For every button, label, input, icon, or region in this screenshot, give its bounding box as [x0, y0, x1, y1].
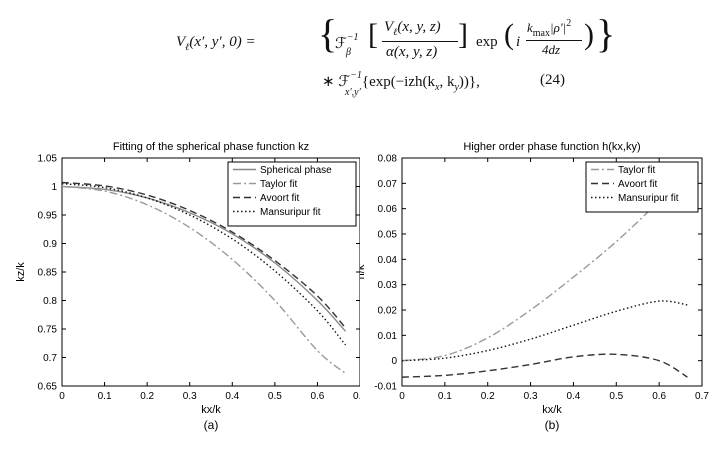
legend-box — [227, 161, 357, 227]
y-tick-label: 0.07 — [378, 179, 398, 190]
series-line-spherical-phase — [62, 185, 347, 332]
y-tick-label: 0.02 — [378, 306, 398, 317]
x-tick-label: 0 — [399, 391, 405, 402]
legend-label: Mansuripur fit — [618, 193, 679, 204]
y-tick-label: 1.05 — [38, 154, 58, 165]
eq-inner-bar — [526, 40, 582, 41]
x-tick-label: 0.6 — [652, 391, 666, 402]
series-line-mansuripur-fit — [62, 182, 347, 346]
legend-label: Mansuripur fit — [260, 207, 321, 218]
x-tick-label: 0.4 — [225, 391, 239, 402]
legend-label: Avoort fit — [260, 193, 299, 204]
x-tick-label: 0.4 — [566, 391, 580, 402]
x-tick-label: 0.5 — [268, 391, 282, 402]
y-tick-label: 0.06 — [378, 204, 398, 215]
series-line-avoort-fit — [402, 353, 688, 378]
eq-frac-num: Vℓ(x, y, z) — [384, 19, 441, 38]
x-tick-label: 0.2 — [481, 391, 495, 402]
legend-label: Avoort fit — [618, 179, 657, 190]
y-tick-label: 0.03 — [378, 280, 398, 291]
legend-label: Spherical phase — [260, 165, 332, 176]
x-tick-label: 0.3 — [524, 391, 538, 402]
y-tick-label: 0.85 — [38, 268, 58, 279]
eq-fourier2-sub: x′,y′ — [345, 87, 361, 98]
eq-number: (24) — [540, 72, 565, 88]
eq-i: i — [516, 34, 521, 50]
series-line-taylor-fit — [62, 185, 346, 375]
panel-label: (a) — [204, 418, 219, 432]
chart-title: Fitting of the spherical phase function … — [113, 141, 309, 153]
x-tick-label: 0 — [59, 391, 65, 402]
y-tick-label: 0.05 — [378, 230, 398, 241]
eq-exp: exp — [476, 34, 498, 50]
y-axis-label: kz/k — [15, 262, 27, 282]
y-tick-label: 0.65 — [38, 382, 58, 393]
eq-open-bracket: [ — [368, 18, 378, 51]
y-tick-label: 0.8 — [43, 296, 57, 307]
eq-open-paren: ( — [504, 18, 514, 51]
series-line-avoort-fit — [62, 181, 347, 329]
panel-label: (b) — [545, 418, 560, 432]
chart-b-higher-order-phase: Higher order phase function h(kx,ky) 0 0.1… — [360, 141, 709, 432]
eq-close-bracket: ] — [458, 18, 468, 51]
x-tick-label: 0.7 — [353, 391, 360, 402]
legend-label: Taylor fit — [618, 165, 655, 176]
eq-frac-den: α(x, y, z) — [386, 44, 438, 60]
legend-box — [585, 161, 699, 213]
eq-open-brace: { — [318, 11, 338, 56]
y-tick-label: 0.7 — [43, 353, 57, 364]
x-tick-label: 0.6 — [310, 391, 324, 402]
x-tick-label: 0.1 — [438, 391, 452, 402]
chart-a-spherical-phase-fit: Fitting of the spherical phase function … — [15, 141, 360, 432]
y-tick-label: 1 — [51, 182, 57, 193]
eq-lhs: Vℓ(x′, y′, 0) = — [176, 34, 256, 53]
eq-fourier-sub: β — [346, 47, 351, 58]
y-tick-label: 0.75 — [38, 325, 58, 336]
x-tick-label: 0.1 — [98, 391, 112, 402]
eq-inner-den: 4dz — [542, 42, 561, 57]
y-tick-label: 0.08 — [378, 154, 398, 165]
x-tick-label: 0.2 — [140, 391, 154, 402]
y-axis-label: h/k — [360, 264, 367, 279]
plot-frame — [401, 157, 703, 387]
x-axis-label: kx/k — [542, 404, 562, 416]
y-tick-label: -0.01 — [374, 382, 397, 393]
series-line-mansuripur-fit — [402, 300, 688, 362]
chart-title: Higher order phase function h(kx,ky) — [463, 141, 640, 153]
equation-24: Vℓ(x′, y′, 0) = { ℱ−1 β [ Vℓ(x, y, z) α(… — [0, 0, 717, 110]
y-tick-label: 0.04 — [378, 255, 398, 266]
eq-line2: ∗ ℱ−1{exp(−izh(kx, ky))}, — [322, 70, 480, 93]
y-tick-label: 0.01 — [378, 331, 398, 342]
eq-close-brace: } — [596, 11, 616, 56]
y-tick-label: 0 — [391, 356, 397, 367]
eq-inner-num: kmax|ρ′|2 — [527, 18, 572, 39]
eq-fourier-op: ℱ−1 — [335, 32, 359, 52]
eq-frac-bar — [382, 41, 458, 42]
x-tick-label: 0.5 — [609, 391, 623, 402]
x-tick-label: 0.7 — [695, 391, 709, 402]
x-axis-label: kx/k — [201, 404, 221, 416]
x-tick-label: 0.3 — [183, 391, 197, 402]
y-tick-label: 0.95 — [38, 211, 58, 222]
y-tick-label: 0.9 — [43, 239, 57, 250]
legend-label: Taylor fit — [260, 179, 297, 190]
eq-close-paren: ) — [584, 18, 594, 51]
